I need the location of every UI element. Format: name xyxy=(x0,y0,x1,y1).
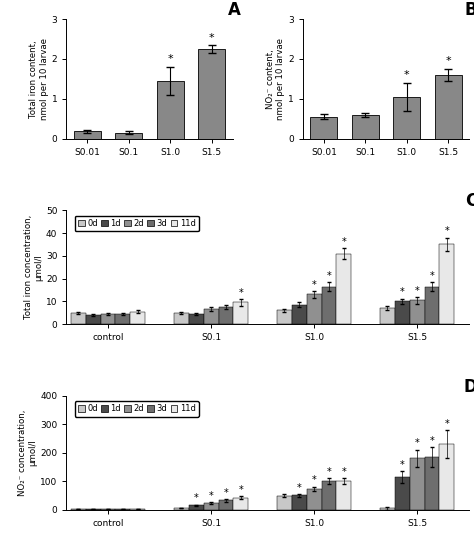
Bar xyxy=(337,481,351,510)
Bar xyxy=(174,313,189,324)
Text: *: * xyxy=(400,460,405,470)
Bar xyxy=(337,253,351,324)
Bar xyxy=(395,477,410,510)
Bar xyxy=(307,294,321,324)
Bar xyxy=(425,457,439,510)
Text: *: * xyxy=(297,482,301,493)
Bar xyxy=(292,305,307,324)
Bar xyxy=(439,244,455,324)
Bar xyxy=(321,481,337,510)
Text: *: * xyxy=(224,488,228,498)
Bar xyxy=(219,500,233,510)
Bar xyxy=(204,504,219,510)
Bar xyxy=(130,508,145,510)
Text: A: A xyxy=(228,1,241,19)
Text: *: * xyxy=(209,33,215,43)
Text: *: * xyxy=(445,226,449,237)
Text: *: * xyxy=(415,286,419,295)
Text: *: * xyxy=(167,54,173,64)
Y-axis label: Total iron concentration,
μmol/l: Total iron concentration, μmol/l xyxy=(24,215,43,319)
Bar xyxy=(395,301,410,324)
Text: *: * xyxy=(238,288,243,298)
Bar xyxy=(74,131,101,138)
Bar xyxy=(435,75,462,138)
Bar xyxy=(410,300,425,324)
Y-axis label: Total iron content,
nmol per 10 larvae: Total iron content, nmol per 10 larvae xyxy=(29,38,49,120)
Text: *: * xyxy=(209,491,213,501)
Text: *: * xyxy=(341,237,346,247)
Bar xyxy=(410,458,425,510)
Bar xyxy=(71,508,86,510)
Bar xyxy=(204,309,219,324)
Bar xyxy=(352,116,379,138)
Bar xyxy=(277,311,292,324)
Bar xyxy=(321,287,337,324)
Bar xyxy=(116,508,130,510)
Bar xyxy=(189,314,204,324)
Text: *: * xyxy=(404,70,410,81)
Text: *: * xyxy=(429,271,435,281)
Text: *: * xyxy=(194,493,199,504)
Bar xyxy=(439,444,455,510)
Text: *: * xyxy=(312,280,317,290)
Bar xyxy=(86,509,100,510)
Y-axis label: NO₂⁻ content,
nmol per 10 larvae: NO₂⁻ content, nmol per 10 larvae xyxy=(266,38,285,120)
Bar xyxy=(380,508,395,510)
Bar xyxy=(100,314,116,324)
Text: *: * xyxy=(341,467,346,477)
Bar xyxy=(233,302,248,324)
Bar xyxy=(425,287,439,324)
Legend: 0d, 1d, 2d, 3d, 11d: 0d, 1d, 2d, 3d, 11d xyxy=(74,216,199,231)
Bar xyxy=(130,312,145,324)
Bar xyxy=(219,307,233,324)
Text: *: * xyxy=(327,467,331,477)
Bar xyxy=(310,117,337,138)
Bar xyxy=(115,132,142,138)
Legend: 0d, 1d, 2d, 3d, 11d: 0d, 1d, 2d, 3d, 11d xyxy=(74,401,199,417)
Bar xyxy=(380,308,395,324)
Text: *: * xyxy=(238,485,243,495)
Text: *: * xyxy=(400,287,405,298)
Text: *: * xyxy=(446,57,451,66)
Text: C: C xyxy=(465,192,474,210)
Bar xyxy=(198,49,225,138)
Bar xyxy=(86,315,100,324)
Bar xyxy=(116,314,130,324)
Bar xyxy=(157,81,184,138)
Bar xyxy=(174,508,189,510)
Bar xyxy=(189,505,204,510)
Bar xyxy=(277,496,292,510)
Bar xyxy=(233,498,248,510)
Text: B: B xyxy=(465,1,474,19)
Bar xyxy=(100,508,116,510)
Bar xyxy=(393,96,420,138)
Bar xyxy=(71,313,86,324)
Bar xyxy=(307,489,321,510)
Text: *: * xyxy=(312,475,317,486)
Text: *: * xyxy=(327,271,331,281)
Text: *: * xyxy=(415,438,419,449)
Y-axis label: NO₂⁻ concentration,
μmol/l: NO₂⁻ concentration, μmol/l xyxy=(18,409,37,496)
Text: D: D xyxy=(464,378,474,396)
Text: *: * xyxy=(445,419,449,428)
Text: *: * xyxy=(429,435,435,446)
Bar xyxy=(292,495,307,510)
